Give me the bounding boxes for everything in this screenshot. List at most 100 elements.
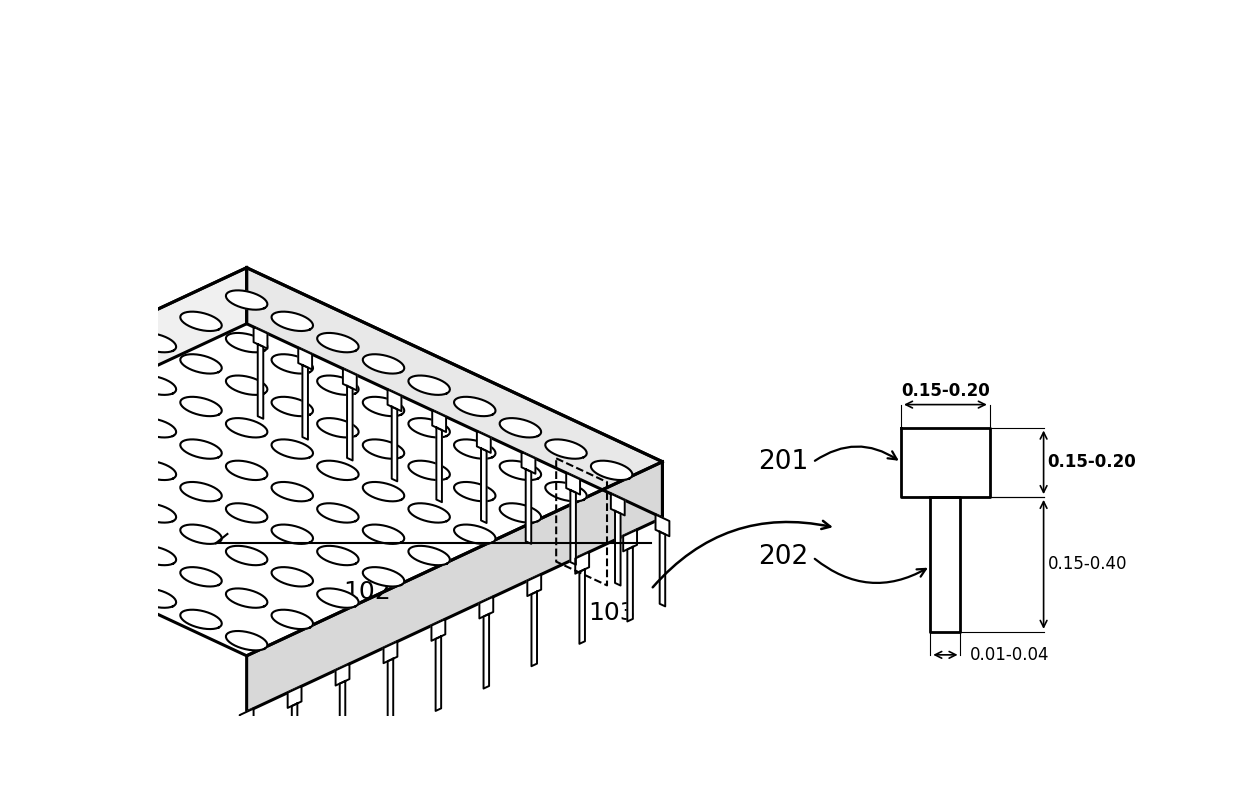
- Polygon shape: [340, 681, 345, 756]
- Polygon shape: [454, 440, 496, 459]
- Polygon shape: [363, 440, 404, 459]
- Polygon shape: [89, 482, 130, 502]
- Polygon shape: [180, 568, 222, 587]
- Polygon shape: [272, 354, 312, 374]
- Polygon shape: [317, 546, 358, 565]
- Polygon shape: [258, 345, 263, 419]
- Polygon shape: [611, 493, 625, 515]
- Polygon shape: [546, 482, 587, 502]
- Polygon shape: [363, 354, 404, 374]
- Polygon shape: [392, 407, 397, 481]
- Polygon shape: [89, 525, 130, 544]
- Polygon shape: [615, 511, 620, 585]
- Polygon shape: [247, 462, 662, 712]
- Polygon shape: [579, 569, 585, 644]
- Polygon shape: [288, 686, 301, 708]
- Polygon shape: [484, 614, 489, 688]
- Polygon shape: [591, 460, 632, 480]
- Polygon shape: [388, 658, 393, 733]
- Polygon shape: [481, 448, 486, 523]
- Polygon shape: [272, 312, 312, 331]
- Polygon shape: [135, 503, 176, 522]
- Text: 0.15-0.40: 0.15-0.40: [1048, 555, 1127, 573]
- Polygon shape: [89, 568, 130, 587]
- Polygon shape: [272, 482, 312, 502]
- Polygon shape: [546, 440, 587, 459]
- Polygon shape: [180, 440, 222, 459]
- Text: 0.15-0.20: 0.15-0.20: [901, 382, 990, 400]
- Polygon shape: [135, 546, 176, 565]
- Polygon shape: [272, 440, 312, 459]
- Polygon shape: [135, 418, 176, 437]
- Polygon shape: [135, 460, 176, 480]
- Polygon shape: [244, 726, 249, 800]
- Polygon shape: [383, 642, 397, 663]
- Polygon shape: [436, 427, 441, 502]
- Polygon shape: [317, 375, 358, 395]
- Polygon shape: [226, 588, 268, 608]
- Polygon shape: [226, 418, 268, 437]
- Polygon shape: [624, 530, 637, 551]
- Polygon shape: [532, 592, 537, 667]
- Polygon shape: [226, 291, 268, 310]
- Polygon shape: [226, 460, 268, 480]
- Text: 201: 201: [759, 449, 808, 475]
- Polygon shape: [363, 482, 404, 502]
- Polygon shape: [43, 418, 84, 437]
- Polygon shape: [526, 469, 531, 544]
- Polygon shape: [89, 354, 130, 374]
- Text: 0.15-0.20: 0.15-0.20: [1048, 453, 1136, 472]
- Text: 102: 102: [343, 580, 392, 605]
- Polygon shape: [180, 525, 222, 544]
- Polygon shape: [388, 390, 402, 411]
- Polygon shape: [226, 503, 268, 522]
- Polygon shape: [522, 452, 536, 473]
- Polygon shape: [226, 631, 268, 650]
- Polygon shape: [627, 547, 632, 621]
- Polygon shape: [0, 268, 662, 656]
- Polygon shape: [435, 636, 441, 711]
- Polygon shape: [408, 460, 450, 480]
- Polygon shape: [567, 473, 580, 494]
- Polygon shape: [500, 503, 541, 522]
- Polygon shape: [930, 497, 961, 632]
- Polygon shape: [527, 575, 541, 596]
- Polygon shape: [299, 348, 312, 369]
- Polygon shape: [363, 525, 404, 544]
- Polygon shape: [303, 365, 308, 440]
- Polygon shape: [477, 431, 491, 453]
- Polygon shape: [253, 327, 268, 349]
- Polygon shape: [454, 482, 496, 502]
- Polygon shape: [480, 597, 494, 618]
- Polygon shape: [317, 460, 358, 480]
- Polygon shape: [247, 268, 662, 518]
- Polygon shape: [454, 397, 496, 416]
- Polygon shape: [272, 397, 312, 416]
- Polygon shape: [180, 609, 222, 629]
- Polygon shape: [180, 397, 222, 416]
- Polygon shape: [454, 525, 496, 544]
- Polygon shape: [0, 268, 247, 518]
- Polygon shape: [89, 397, 130, 416]
- Polygon shape: [500, 418, 541, 437]
- Polygon shape: [272, 609, 312, 629]
- Polygon shape: [226, 546, 268, 565]
- Polygon shape: [363, 568, 404, 587]
- Text: 103: 103: [589, 601, 636, 625]
- Polygon shape: [239, 708, 253, 730]
- Polygon shape: [180, 312, 222, 331]
- Polygon shape: [408, 418, 450, 437]
- Text: 202: 202: [759, 544, 808, 570]
- Polygon shape: [43, 375, 84, 395]
- Polygon shape: [433, 411, 446, 432]
- Polygon shape: [317, 588, 358, 608]
- Polygon shape: [135, 588, 176, 608]
- Polygon shape: [656, 514, 670, 536]
- Polygon shape: [226, 375, 268, 395]
- Polygon shape: [408, 546, 450, 565]
- Polygon shape: [317, 418, 358, 437]
- Polygon shape: [343, 369, 357, 390]
- Polygon shape: [89, 440, 130, 459]
- Polygon shape: [0, 397, 40, 416]
- Polygon shape: [272, 525, 312, 544]
